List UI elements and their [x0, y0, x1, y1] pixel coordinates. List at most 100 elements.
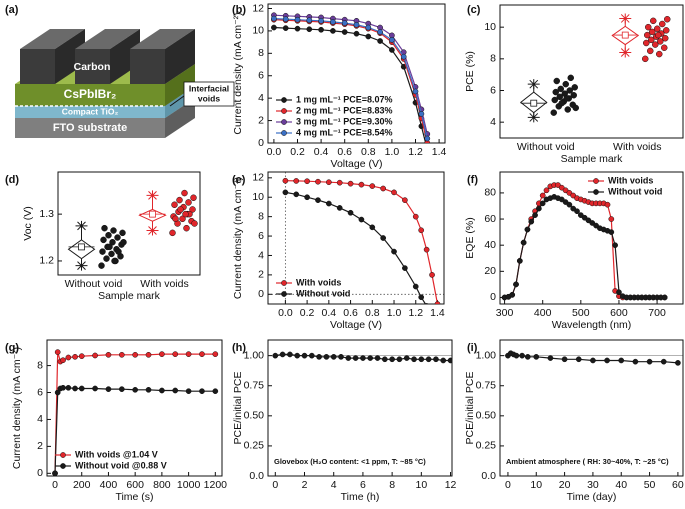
y-tick-label: 4: [490, 116, 496, 128]
data-point: [120, 238, 127, 246]
data-point: [664, 16, 671, 23]
y-tick-label: 0.25: [244, 440, 265, 452]
x-tick-label: 1.2: [408, 307, 423, 319]
data-point: [519, 352, 525, 359]
y-tick-label: 20: [484, 265, 496, 277]
y-tick-label: 10: [252, 25, 264, 37]
data-point: [572, 104, 579, 112]
data-point: [92, 352, 98, 359]
data-point: [115, 248, 122, 255]
data-point: [411, 356, 417, 363]
data-point: [308, 352, 315, 359]
data-point: [330, 28, 336, 34]
data-point: [358, 216, 365, 223]
data-point: [282, 25, 289, 31]
y-axis-label: Current density (mA cm⁻²): [11, 347, 23, 469]
legend-label: With voids @1.04 V: [75, 449, 158, 459]
data-point: [92, 385, 98, 392]
layer-label: Carbon: [74, 61, 111, 73]
panel-label: (c): [467, 4, 481, 16]
data-point: [105, 231, 112, 239]
y-tick-label: 0.75: [244, 380, 265, 392]
data-point: [338, 353, 344, 360]
data-point: [365, 24, 372, 31]
data-point: [353, 21, 360, 28]
y-tick-label: 8: [490, 53, 496, 65]
data-point: [396, 356, 403, 363]
x-tick-label: 1.2: [408, 146, 423, 158]
y-axis-label: PCE/initial PCE: [232, 372, 244, 445]
plot-frame: [499, 4, 684, 139]
data-point: [590, 357, 596, 364]
x-tick-label: 600: [126, 479, 144, 491]
y-tick-label: 6: [258, 230, 264, 242]
x-axis-label: Time (h): [341, 491, 380, 503]
data-point: [389, 37, 395, 43]
x-tick-label: 4: [331, 479, 337, 491]
x-tick-label: 200: [73, 479, 91, 491]
data-point: [132, 351, 139, 358]
y-tick-label: 4: [37, 413, 43, 425]
legend-marker: [281, 108, 287, 114]
layer-label: CsPbIBr₂: [64, 87, 117, 101]
y-tick-label: 1.2: [39, 255, 54, 267]
x-axis-label: Sample mark: [561, 153, 624, 165]
data-point: [110, 227, 117, 234]
data-point: [98, 262, 105, 269]
data-point: [111, 257, 118, 265]
data-point: [645, 23, 652, 31]
data-point: [54, 349, 61, 355]
data-point: [440, 357, 447, 364]
annotation: Glovebox (H₂O content: <1 ppm, T: ~85 °C…: [274, 457, 426, 466]
y-tick-label: 0.50: [244, 410, 265, 422]
data-point: [212, 351, 219, 357]
x-tick-label: 60: [672, 479, 684, 491]
x-tick-label: Without void: [65, 278, 123, 290]
data-point: [330, 19, 336, 25]
y-tick-label: 8: [258, 47, 264, 59]
data-point: [656, 50, 663, 58]
data-point: [190, 194, 197, 201]
data-point: [101, 224, 108, 232]
data-point: [429, 272, 435, 278]
y-tick-label: 0.0: [249, 470, 264, 482]
x-tick-label: 10: [415, 479, 427, 491]
data-point: [171, 201, 178, 209]
data-point: [552, 88, 559, 96]
data-point: [524, 226, 531, 233]
callout-text: Interfacial: [189, 83, 229, 93]
y-tick-label: 0.75: [476, 380, 497, 392]
series-line: [504, 196, 665, 299]
carbon-bar: [75, 29, 140, 84]
data-point: [282, 16, 289, 22]
data-point: [325, 200, 332, 207]
x-tick-label: 30: [587, 479, 599, 491]
y-tick-label: 60: [484, 213, 496, 225]
data-point: [632, 358, 639, 365]
data-point: [282, 177, 289, 184]
data-point: [72, 353, 78, 360]
data-point: [52, 470, 58, 476]
data-point: [159, 387, 165, 394]
x-tick-label: 12: [445, 479, 457, 491]
plot-frame: [499, 171, 684, 305]
y-tick-label: 2: [37, 440, 43, 452]
data-point: [533, 353, 540, 360]
data-point: [279, 351, 286, 358]
x-tick-label: With voids: [613, 141, 661, 153]
data-point: [424, 303, 429, 304]
data-point: [172, 387, 179, 394]
x-tick-label: 0.2: [300, 307, 315, 319]
layer-front: [15, 84, 165, 106]
data-point: [72, 385, 78, 392]
y-tick-label: 0: [37, 467, 43, 479]
data-point: [353, 30, 360, 37]
x-tick-label: 0.0: [278, 307, 293, 319]
data-point: [65, 354, 72, 361]
x-tick-label: 400: [100, 479, 118, 491]
data-point: [425, 147, 430, 152]
x-tick-label: 50: [644, 479, 656, 491]
x-tick-label: 6: [360, 479, 366, 491]
extreme-marker: [527, 112, 540, 123]
y-tick-label: 12: [252, 172, 264, 184]
